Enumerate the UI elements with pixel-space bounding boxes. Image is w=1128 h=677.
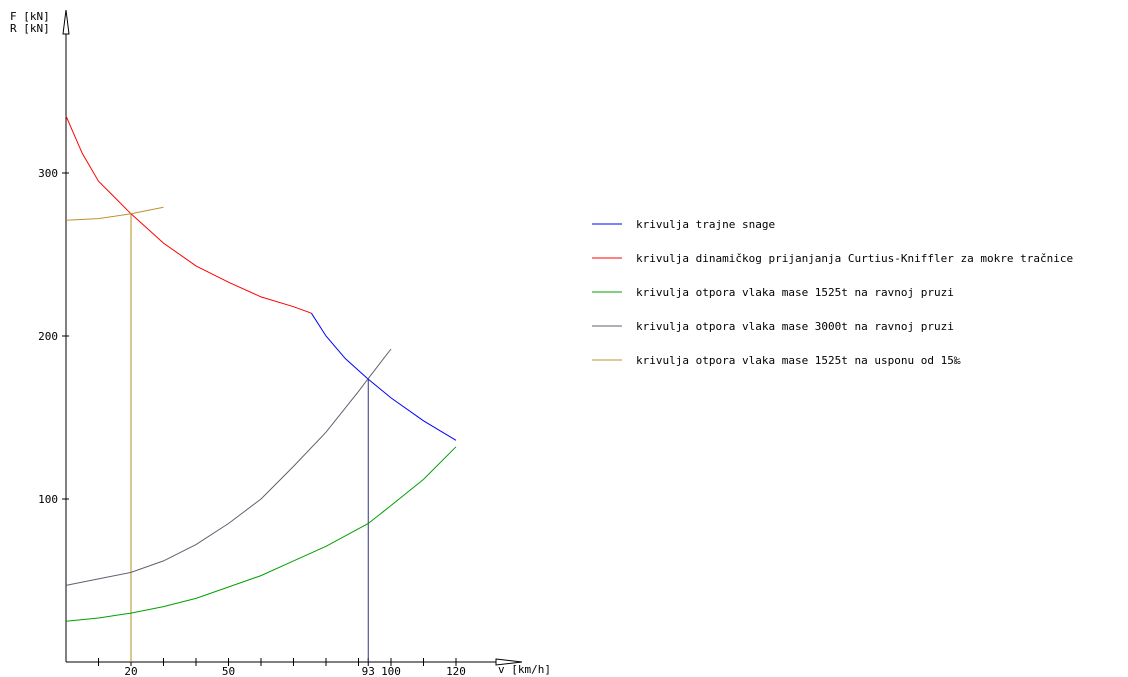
legend-label-0: krivulja trajne snage (636, 218, 775, 231)
legend-label-2: krivulja otpora vlaka mase 1525t na ravn… (636, 286, 954, 299)
curves (65, 115, 457, 622)
x-tick-label-1: 50 (222, 665, 235, 677)
series-line-4 (65, 206, 164, 221)
y-tick-label-0: 100 (38, 493, 58, 506)
x-tick-label-4: 120 (446, 665, 466, 677)
series-line-1 (65, 115, 312, 314)
series-line-3 (65, 348, 392, 586)
y-axis-label-line2: R [kN] (10, 22, 50, 35)
series-line-2 (65, 446, 457, 622)
legend-label-3: krivulja otpora vlaka mase 3000t na ravn… (636, 320, 954, 333)
x-axis-arrow-icon (495, 658, 523, 666)
x-tick-label-3: 100 (381, 665, 401, 677)
legend-label-4: krivulja otpora vlaka mase 1525t na uspo… (636, 354, 961, 367)
x-tick-label-0: 20 (124, 665, 137, 677)
y-axis-label-line1: F [kN] (10, 10, 50, 23)
ticks: 20 50 93 100 120 100 200 300 (38, 167, 466, 677)
y-tick-label-2: 300 (38, 167, 58, 180)
series-line-0 (310, 312, 457, 441)
legend-label-1: krivulja dinamičkog prijanjanja Curtius-… (636, 252, 1073, 265)
x-tick-label-2: 93 (362, 665, 375, 677)
legend: krivulja trajne snage krivulja dinamičkog… (592, 218, 1073, 367)
y-tick-label-1: 200 (38, 330, 58, 343)
marker-lines (130, 213, 369, 662)
x-axis-label: v [km/h] (498, 663, 551, 676)
axes: F [kN] R [kN] v [km/h] (10, 9, 551, 676)
y-axis-arrow-icon (62, 9, 70, 35)
